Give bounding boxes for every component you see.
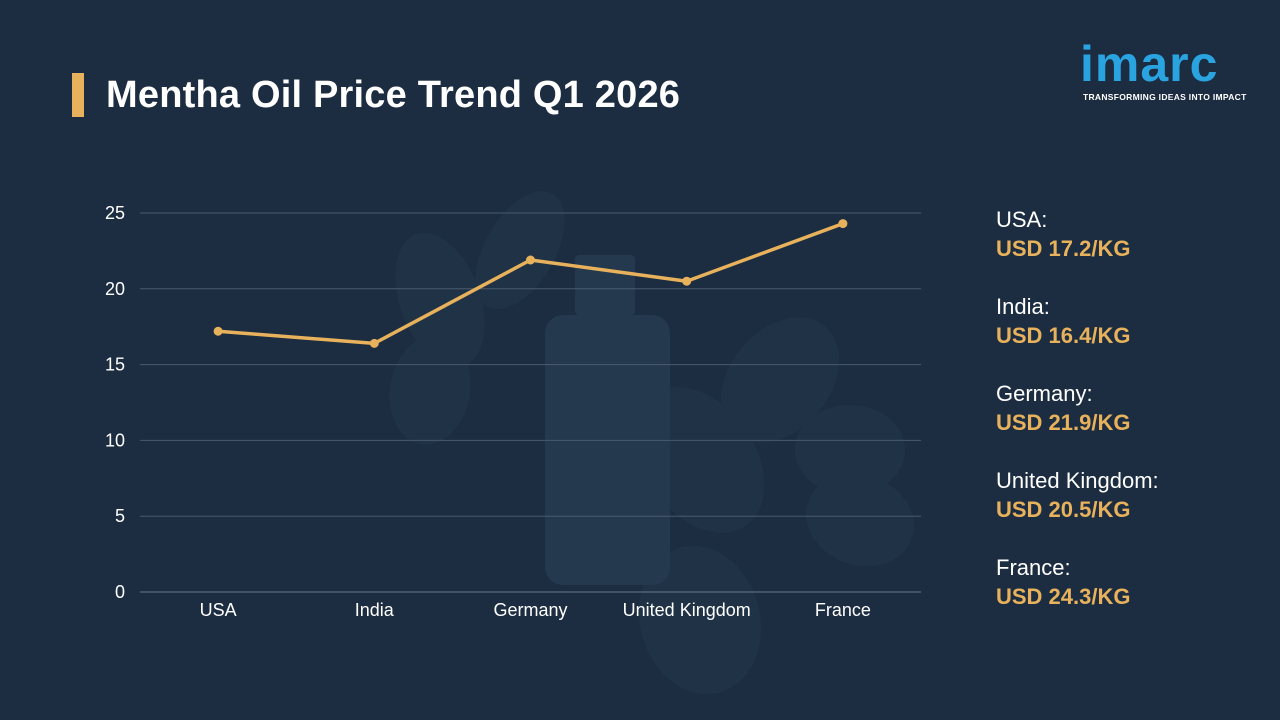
- data-point: [369, 338, 379, 348]
- x-tick-label: India: [355, 600, 395, 620]
- y-tick-label: 25: [105, 203, 125, 223]
- price-entry-united-kingdom: United Kingdom: USD 20.5/KG: [996, 467, 1266, 554]
- price-entry-value: USD 16.4/KG: [996, 323, 1131, 348]
- data-point: [682, 276, 692, 286]
- price-trend-chart: 0 5 10 15 20 25 USA India Germany United Kingdom F…: [105, 203, 921, 620]
- price-entry-usa: USA: USD 17.2/KG: [996, 206, 1266, 293]
- price-entry-label: France:: [996, 555, 1071, 580]
- data-point: [838, 219, 848, 229]
- price-entry-germany: Germany: USD 21.9/KG: [996, 380, 1266, 467]
- x-tick-label: France: [815, 600, 871, 620]
- title-accent-bar: [72, 73, 84, 117]
- x-tick-label: United Kingdom: [623, 600, 751, 620]
- page-title: Mentha Oil Price Trend Q1 2026: [106, 73, 681, 116]
- price-entry-label: India:: [996, 294, 1050, 319]
- imarc-logo: imarc TRANSFORMING IDEAS INTO IMPACT: [1080, 34, 1250, 104]
- price-entry-value: USD 17.2/KG: [996, 236, 1131, 261]
- price-entry-value: USD 20.5/KG: [996, 497, 1131, 522]
- price-entry-value: USD 21.9/KG: [996, 410, 1131, 435]
- y-tick-label: 10: [105, 430, 125, 450]
- price-line: [217, 221, 844, 346]
- y-tick-label: 15: [105, 355, 125, 375]
- y-tick-label: 5: [115, 506, 125, 526]
- logo-tagline: TRANSFORMING IDEAS INTO IMPACT: [1083, 92, 1247, 102]
- price-entry-label: United Kingdom:: [996, 468, 1159, 493]
- price-entry-value: USD 24.3/KG: [996, 584, 1131, 609]
- price-panel: USA: USD 17.2/KG India: USD 16.4/KG Germ…: [996, 206, 1266, 641]
- x-tick-label: Germany: [493, 600, 567, 620]
- logo-wordmark: imarc: [1080, 36, 1219, 92]
- price-entry-label: USA:: [996, 207, 1048, 232]
- data-point: [526, 255, 535, 265]
- price-entry-france: France: USD 24.3/KG: [996, 554, 1266, 641]
- title-block: Mentha Oil Price Trend Q1 2026: [72, 72, 680, 118]
- price-entry-label: Germany:: [996, 381, 1093, 406]
- data-point: [213, 326, 223, 336]
- x-tick-label: USA: [200, 600, 237, 620]
- y-tick-label: 20: [105, 279, 125, 299]
- y-tick-label: 0: [115, 582, 125, 602]
- price-entry-india: India: USD 16.4/KG: [996, 293, 1266, 380]
